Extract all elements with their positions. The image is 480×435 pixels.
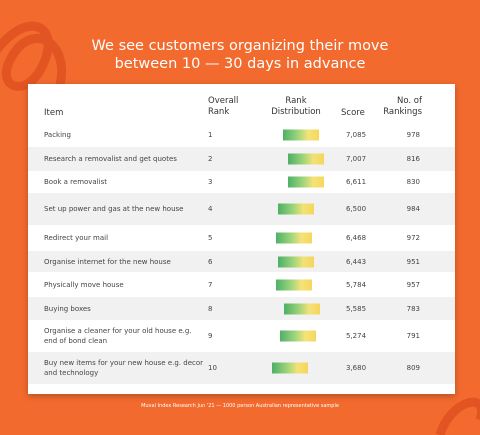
table-row: Physically move house 7 5,784 957: [28, 272, 455, 297]
no-of-rankings: 978: [406, 131, 420, 139]
score: 6,611: [346, 178, 367, 186]
no-of-rankings: 972: [406, 234, 420, 242]
table-row: Buying boxes 8 5,585 783: [28, 297, 455, 320]
no-of-rankings: 951: [406, 257, 420, 266]
overall-rank: 9: [208, 332, 213, 340]
item: Redirect your mail: [44, 234, 109, 242]
item: Book a removalist: [44, 178, 108, 186]
overall-rank: 4: [208, 205, 213, 213]
score: 6,468: [346, 234, 367, 242]
score: 6,443: [346, 257, 367, 266]
score: 5,784: [346, 280, 367, 289]
no-of-rankings: 830: [406, 178, 420, 186]
score: 6,500: [346, 205, 367, 213]
table: Item Overall Rank Rank Distribution Score No…: [28, 84, 455, 394]
score: 3,680: [346, 364, 367, 372]
table-row: Packing 1 7,085 978: [28, 123, 455, 147]
no-of-rankings: 984: [406, 205, 420, 213]
overall-rank: 7: [208, 280, 213, 289]
rank-distribution: [278, 256, 314, 267]
overall-rank: 2: [208, 155, 213, 163]
score: 5,274: [346, 332, 367, 340]
overall-rank: 1: [208, 131, 213, 139]
overall-rank: 10: [208, 364, 217, 372]
rank-distribution: [284, 303, 320, 314]
item: Set up power and gas at the new house: [44, 205, 184, 213]
no-of-rankings: 957: [406, 280, 420, 289]
swirl: [435, 397, 480, 435]
item: Organise internet for the new house: [44, 257, 171, 266]
column-header: No. of Rankings: [383, 96, 422, 117]
table-row: Book a removalist 3 6,611 830: [28, 171, 455, 193]
item: Buy new items for your new house e.g. de…: [44, 359, 204, 377]
score: 7,007: [346, 155, 367, 163]
no-of-rankings: 783: [406, 304, 420, 313]
rank-distribution: [288, 176, 324, 188]
no-of-rankings: 791: [406, 332, 420, 340]
table-row: Redirect your mail 5 6,468 972: [28, 225, 455, 251]
item: Buying boxes: [44, 304, 91, 313]
rank-distribution: [272, 362, 308, 374]
rank-distribution: [276, 279, 312, 290]
item: Research a removalist and get quotes: [44, 155, 177, 163]
rank-distribution: [280, 330, 316, 342]
overall-rank: 6: [208, 257, 213, 266]
no-of-rankings: 809: [406, 364, 420, 372]
table-row: Organise internet for the new house 6 6,44…: [28, 251, 455, 272]
score: 7,085: [346, 131, 367, 139]
score: 5,585: [346, 304, 367, 313]
rank-distribution: [283, 129, 319, 141]
column-header: Rank Distribution: [271, 96, 321, 117]
rank-distribution: [276, 232, 312, 244]
table-row: Research a removalist and get quotes 2 7,0…: [28, 147, 455, 171]
swirl: [0, 21, 66, 91]
table-row: Set up power and gas at the new house 4 6,…: [28, 193, 455, 225]
footer: Muval Index Research Jun '21 — 1000 pers…: [141, 403, 339, 409]
overall-rank: 3: [208, 178, 213, 186]
rank-distribution: [288, 153, 324, 165]
table-row: Organise a cleaner for your old house e.…: [28, 320, 455, 352]
column-header: Score: [341, 108, 365, 118]
item: Physically move house: [44, 280, 124, 289]
rank-distribution: [278, 203, 314, 215]
no-of-rankings: 816: [406, 155, 420, 163]
column-header: Item: [44, 108, 64, 118]
overall-rank: 5: [208, 234, 213, 242]
item: Packing: [44, 131, 71, 139]
overall-rank: 8: [208, 304, 213, 313]
title: We see customers organizing their move b…: [91, 38, 389, 72]
item: Organise a cleaner for your old house e.…: [44, 327, 192, 345]
column-header: Overall Rank: [208, 96, 239, 117]
table-row: Buy new items for your new house e.g. de…: [28, 352, 455, 384]
